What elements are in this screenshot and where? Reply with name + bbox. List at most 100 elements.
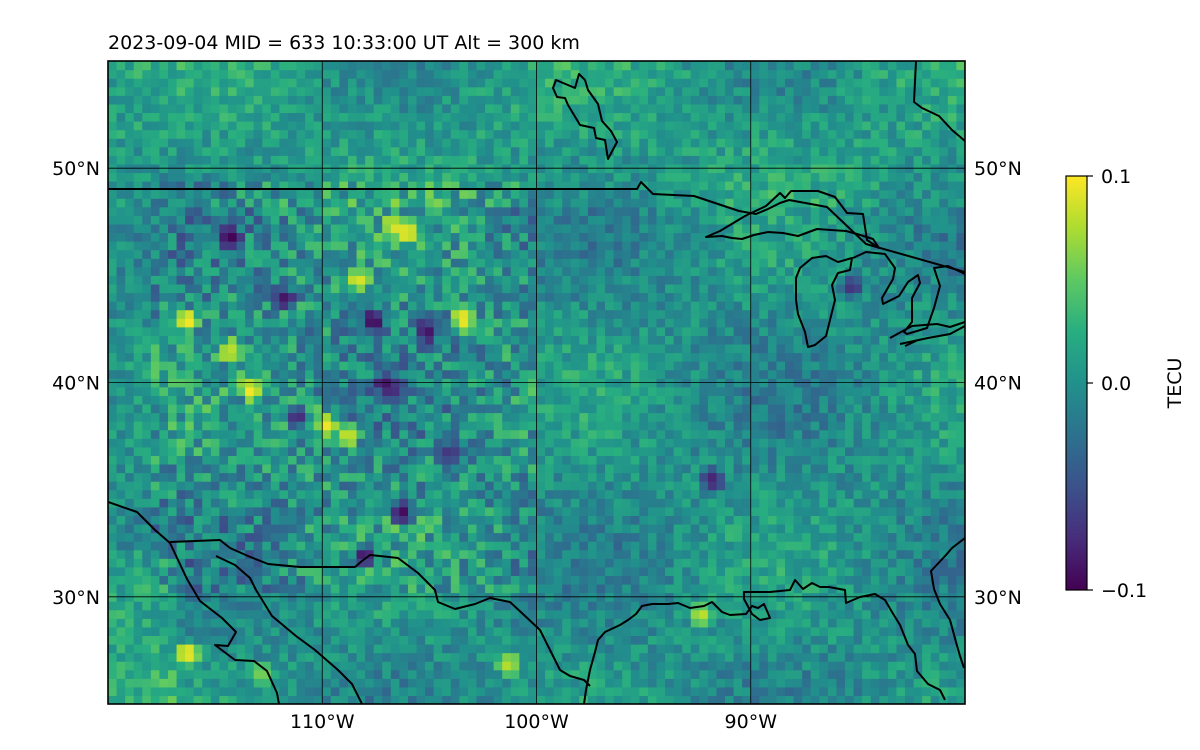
tec-cell (365, 301, 375, 311)
tec-cell (373, 506, 383, 516)
tec-cell (519, 626, 529, 637)
tec-cell (742, 429, 752, 439)
tec-cell (707, 652, 718, 662)
tec-cell (930, 601, 940, 611)
tec-cell (605, 361, 615, 371)
tec-cell (622, 275, 632, 285)
tec-cell (193, 498, 203, 508)
tec-cell (759, 421, 769, 431)
tec-cell (707, 678, 718, 688)
tec-cell (527, 438, 538, 448)
tec-cell (476, 472, 486, 482)
tec-cell (176, 275, 186, 285)
tec-cell (587, 446, 598, 456)
tec-cell (656, 429, 666, 439)
tec-cell (733, 352, 743, 362)
tec-cell (330, 661, 340, 671)
tec-cell (699, 438, 709, 448)
tec-cell (879, 532, 889, 542)
tec-cell (322, 403, 332, 414)
tec-cell (150, 301, 161, 311)
tec-cell (347, 395, 358, 405)
tec-cell (519, 541, 529, 551)
tec-cell (467, 361, 478, 371)
tec-cell (270, 652, 280, 662)
tec-cell (913, 506, 923, 516)
tec-cell (305, 566, 315, 576)
tec-cell (716, 583, 726, 594)
tec-cell (570, 326, 580, 336)
tec-cell (862, 541, 872, 551)
tec-cell (733, 446, 743, 456)
tec-cell (922, 489, 932, 499)
tec-cell (416, 626, 426, 637)
tec-cell (647, 335, 658, 345)
tec-cell (733, 455, 743, 465)
tec-cell (947, 549, 958, 559)
tec-cell (690, 626, 700, 637)
tec-cell (142, 429, 152, 439)
tec-cell (167, 275, 178, 285)
tec-cell (690, 403, 700, 414)
tec-cell (425, 309, 435, 319)
tec-cell (545, 601, 555, 611)
tec-cell (253, 618, 263, 628)
map-area[interactable] (108, 52, 966, 704)
tec-cell (862, 523, 872, 534)
tec-cell (459, 678, 469, 688)
tec-cell (767, 583, 778, 594)
tec-cell (853, 318, 863, 328)
tec-cell (613, 695, 623, 704)
tec-cell (356, 326, 366, 336)
tec-cell (793, 352, 803, 362)
tec-cell (562, 695, 572, 704)
tec-cell (639, 532, 649, 542)
tec-cell (202, 446, 212, 456)
tec-cell (690, 532, 700, 542)
tec-cell (913, 309, 923, 319)
tec-cell (219, 275, 229, 285)
tec-cell (579, 446, 589, 456)
tec-cell (167, 481, 178, 491)
tec-cell (193, 635, 203, 645)
tec-cell (416, 549, 426, 559)
tec-cell (647, 301, 658, 311)
tec-cell (613, 412, 623, 422)
tec-cell (108, 523, 118, 534)
tec-cell (159, 541, 169, 551)
tec-cell (613, 309, 623, 319)
tec-cell (527, 275, 538, 285)
tec-cell (836, 275, 846, 285)
tec-cell (613, 455, 623, 465)
tec-cell (690, 369, 700, 379)
tec-cell (630, 669, 640, 679)
tec-cell (382, 523, 392, 534)
tec-cell (570, 275, 580, 285)
tec-cell (365, 343, 375, 354)
tec-cell (519, 301, 529, 311)
tec-cell (639, 506, 649, 516)
tec-cell (356, 446, 366, 456)
tec-cell (836, 532, 846, 542)
tec-cell (913, 575, 923, 585)
tec-cell (930, 549, 940, 559)
tec-cell (853, 369, 863, 379)
tec-cell (279, 652, 289, 662)
tec-cell (245, 275, 255, 285)
tec-cell (287, 515, 298, 525)
tec-cell (339, 438, 349, 448)
tec-cell (510, 318, 520, 328)
tec-cell (802, 352, 812, 362)
tec-cell (510, 575, 520, 585)
tec-cell (373, 601, 383, 611)
tec-cell (647, 472, 658, 482)
tec-cell (605, 386, 615, 396)
tec-cell (862, 695, 872, 704)
tec-cell (485, 618, 495, 628)
tec-cell (716, 618, 726, 628)
tec-cell (682, 506, 692, 516)
tec-cell (922, 309, 932, 319)
tec-cell (125, 643, 135, 654)
tec-cell (450, 489, 460, 499)
tec-cell (210, 618, 221, 628)
